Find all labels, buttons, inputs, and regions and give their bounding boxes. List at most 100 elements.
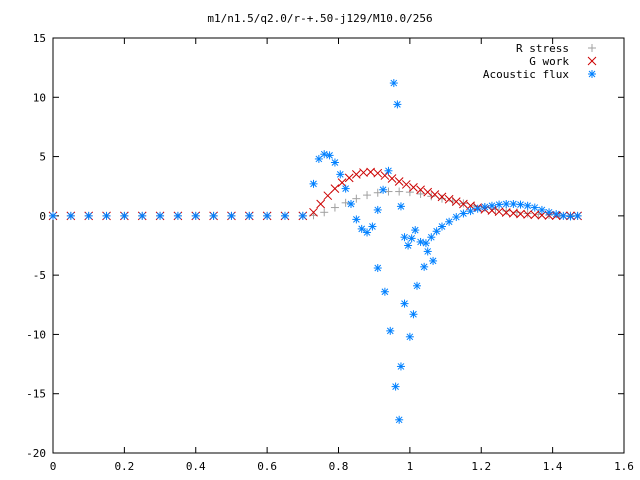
x-tick-label: 1.2 — [471, 460, 491, 473]
y-tick-label: -5 — [33, 269, 46, 282]
data-point — [421, 239, 430, 248]
x-tick-label: 1 — [407, 460, 414, 473]
data-point — [49, 211, 57, 220]
data-point — [352, 215, 361, 224]
data-point — [138, 211, 147, 220]
data-point — [346, 200, 355, 208]
data-point — [437, 222, 446, 231]
data-point — [409, 310, 418, 319]
data-point — [411, 226, 420, 235]
legend-marker — [588, 70, 596, 78]
x-tick-label: 1.6 — [614, 460, 634, 473]
data-point — [523, 210, 532, 219]
data-point — [341, 184, 350, 193]
axis-ticks: 0 0.2 0.4 0.6 0.8 1 1.2 1.4 1.6 15 10 5 0 -5 -10 -15 -20 — [26, 32, 634, 473]
data-point — [373, 264, 382, 273]
legend-label: Acoustic flux — [483, 68, 569, 81]
data-point — [120, 211, 129, 220]
data-point — [323, 191, 333, 201]
data-point — [336, 170, 345, 179]
data-point — [395, 187, 404, 196]
data-point — [344, 173, 354, 183]
data-point — [384, 166, 393, 175]
data-point — [487, 201, 496, 210]
data-point — [314, 154, 323, 163]
data-point — [173, 211, 182, 220]
data-point — [380, 287, 389, 296]
data-point — [452, 213, 461, 222]
data-point — [66, 211, 75, 220]
data-point — [530, 210, 540, 220]
data-point — [416, 189, 425, 198]
data-point — [430, 190, 440, 199]
data-point — [501, 208, 511, 217]
data-point — [523, 209, 532, 218]
data-point — [191, 211, 200, 220]
data-point — [445, 217, 454, 226]
data-point — [502, 200, 511, 208]
data-point — [401, 180, 411, 189]
data-point — [444, 194, 454, 204]
data-point — [451, 197, 461, 206]
series-2 — [49, 79, 582, 424]
data-point — [373, 205, 382, 214]
data-point — [413, 281, 422, 290]
y-tick-label: 5 — [39, 151, 46, 164]
x-tick-label: 0.8 — [329, 460, 349, 473]
data-point — [523, 201, 532, 210]
data-point — [386, 326, 395, 335]
data-point — [537, 205, 546, 214]
data-point — [384, 187, 393, 196]
data-point — [437, 192, 447, 202]
data-point — [459, 199, 468, 209]
data-point — [368, 222, 377, 231]
legend-label: G work — [529, 55, 569, 68]
data-point — [516, 200, 525, 209]
data-point — [466, 207, 475, 216]
data-point — [473, 204, 482, 213]
data-point — [405, 188, 414, 197]
data-point — [325, 151, 334, 160]
y-tick-label: 10 — [33, 91, 46, 104]
y-tick-label: 0 — [39, 210, 46, 223]
data-point — [494, 207, 504, 217]
data-point — [387, 174, 397, 183]
data-point — [309, 179, 318, 188]
data-point — [416, 237, 425, 246]
data-point — [516, 209, 525, 219]
data-point — [379, 185, 388, 194]
legend-label: R stress — [516, 42, 569, 55]
data-point — [545, 208, 554, 217]
data-point — [363, 191, 372, 200]
data-point — [416, 185, 425, 195]
data-point — [509, 200, 518, 208]
data-point — [409, 183, 418, 192]
data-point — [102, 211, 111, 220]
data-point — [559, 211, 568, 220]
data-point — [84, 211, 93, 220]
data-point — [509, 208, 518, 218]
data-point — [209, 211, 218, 220]
data-point — [552, 210, 561, 219]
y-tick-label: -10 — [26, 328, 46, 341]
y-tick-label: -15 — [26, 388, 46, 401]
data-point — [423, 247, 432, 256]
y-tick-label: 15 — [33, 32, 46, 45]
data-point — [459, 209, 468, 218]
x-tick-label: 0.6 — [257, 460, 277, 473]
data-point — [394, 177, 404, 186]
data-point — [389, 79, 398, 88]
data-point — [330, 184, 340, 193]
data-point — [380, 171, 390, 180]
data-point — [298, 211, 307, 220]
data-point — [573, 211, 582, 220]
data-point — [396, 362, 405, 371]
x-tick-label: 0 — [50, 460, 57, 473]
data-point — [391, 382, 400, 391]
data-point — [400, 299, 409, 308]
data-point — [495, 200, 504, 209]
data-point — [395, 415, 404, 424]
